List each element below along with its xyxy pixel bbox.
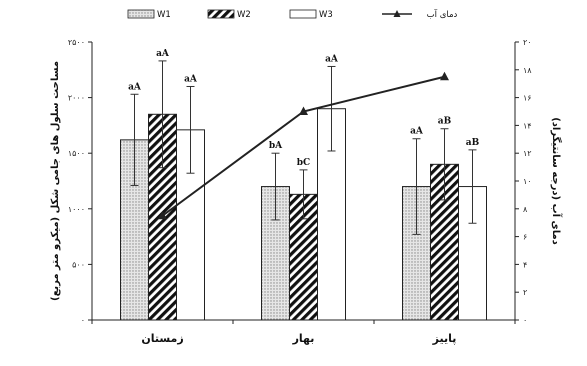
- y-tick-label: ۲۵۰۰: [68, 38, 85, 47]
- significance-label: aA: [156, 49, 170, 59]
- legend-label: W2: [237, 10, 251, 20]
- y-tick-label: ۵۰۰: [72, 260, 85, 269]
- bar-w2: [289, 193, 318, 321]
- y-tick-label: ۰: [81, 316, 85, 325]
- y-axis-label: مساحت سلول های جامی شکل (میکرو متر مربع): [50, 61, 61, 301]
- significance-label: aA: [184, 74, 198, 84]
- y-tick-label: ۱۵۰۰: [68, 149, 85, 158]
- x-category-label: بهار: [292, 332, 315, 345]
- y2-axis-label: دمای آب (درجه سانتیگراد): [550, 117, 563, 245]
- y2-tick-label: ۶: [523, 233, 527, 242]
- temperature-point: [158, 210, 167, 220]
- legend-line-marker: [393, 10, 401, 17]
- y-tick-label: ۲۰۰۰: [68, 94, 85, 103]
- y2-tick-label: ۱۶: [523, 94, 532, 103]
- legend-swatch: [127, 9, 155, 19]
- legend-swatch: [207, 9, 235, 19]
- error-bars: aA aA aA bA bC aA aA aB aB: [128, 49, 480, 235]
- bar-w3: [458, 186, 487, 321]
- significance-label: bC: [297, 158, 310, 168]
- y2-tick-label: ۸: [523, 205, 528, 214]
- y2-tick-label: ۱۰: [523, 177, 532, 186]
- legend-label: W1: [157, 10, 171, 20]
- legend-label: W3: [319, 10, 333, 20]
- significance-label: aA: [325, 54, 339, 64]
- y-tick-label: ۱۰۰۰: [68, 205, 85, 214]
- x-category-label: زمستان: [141, 332, 183, 345]
- significance-label: aA: [410, 127, 424, 137]
- temperature-point: [299, 106, 308, 115]
- y2-tick-label: ۱۲: [523, 149, 532, 158]
- legend-swatch: [289, 9, 317, 19]
- y2-tick-label: ۰: [523, 316, 527, 325]
- temperature-line: [158, 71, 449, 220]
- y2-tick-label: ۴: [523, 260, 527, 269]
- legend: W1 W2 W3 دمای آب: [127, 8, 458, 20]
- y2-tick-label: ۱۴: [523, 121, 532, 130]
- significance-label: aB: [466, 138, 480, 148]
- temperature-point: [440, 71, 449, 81]
- y2-tick-label: ۲: [523, 288, 527, 297]
- legend-label: دمای آب: [427, 8, 458, 20]
- x-category-label: پاییز: [432, 332, 457, 345]
- y2-tick-label: ۱۸: [523, 66, 532, 75]
- significance-label: bA: [269, 141, 283, 151]
- y2-tick-label: ۲۰: [523, 38, 532, 47]
- significance-label: aB: [438, 117, 452, 127]
- significance-label: aA: [128, 82, 142, 92]
- bar-w1: [120, 139, 149, 321]
